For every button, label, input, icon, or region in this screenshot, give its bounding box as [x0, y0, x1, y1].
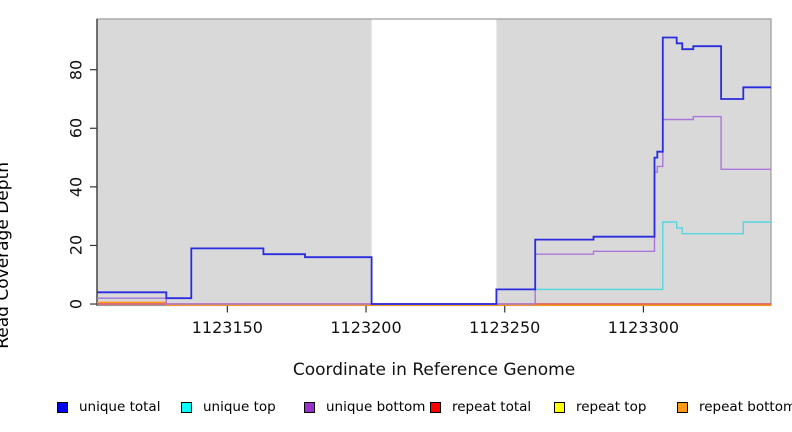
- legend-swatch-unique-top: [181, 401, 192, 413]
- legend-item-repeat-bottom: repeat bottom: [677, 398, 792, 416]
- legend-label-unique-bottom: unique bottom: [326, 399, 426, 415]
- legend-item-unique-total: unique total: [57, 398, 160, 416]
- legend-swatch-repeat-top: [554, 401, 565, 413]
- x-tick-label-1123200: 1123200: [330, 318, 402, 337]
- legend: unique total unique top unique bottom repea…: [0, 398, 792, 424]
- x-tick-label-1123300: 1123300: [607, 318, 680, 337]
- legend-swatch-repeat-total: [430, 401, 441, 413]
- legend-item-repeat-total: repeat total: [430, 398, 531, 416]
- legend-swatch-unique-total: [57, 401, 68, 413]
- legend-label-repeat-bottom: repeat bottom: [699, 399, 792, 415]
- shaded-region-1: [496, 19, 771, 306]
- series-line-unique-total: [97, 36, 771, 305]
- legend-swatch-repeat-bottom: [677, 401, 688, 413]
- x-axis-title: Coordinate in Reference Genome: [292, 360, 576, 380]
- legend-item-repeat-top: repeat top: [554, 398, 646, 416]
- legend-label-repeat-top: repeat top: [576, 399, 647, 415]
- y-axis-title-text: Read Coverage Depth: [0, 161, 13, 349]
- shaded-region-0: [97, 19, 372, 306]
- legend-swatch-unique-bottom: [304, 401, 315, 413]
- y-tick-label-80: 80: [66, 59, 86, 80]
- x-tick-label-1123150: 1123150: [191, 318, 263, 337]
- y-tick-label-40: 40: [66, 176, 86, 198]
- y-tick-label-20: 20: [66, 235, 86, 256]
- legend-label-repeat-total: repeat total: [452, 399, 532, 415]
- legend-label-unique-total: unique total: [79, 399, 161, 415]
- y-tick-label-60: 60: [66, 118, 86, 139]
- x-tick-label-1123250: 1123250: [469, 318, 541, 337]
- legend-item-unique-bottom: unique bottom: [304, 398, 425, 416]
- y-tick-label-0: 0: [66, 298, 86, 310]
- legend-item-unique-top: unique top: [181, 398, 276, 416]
- legend-label-unique-top: unique top: [203, 399, 276, 415]
